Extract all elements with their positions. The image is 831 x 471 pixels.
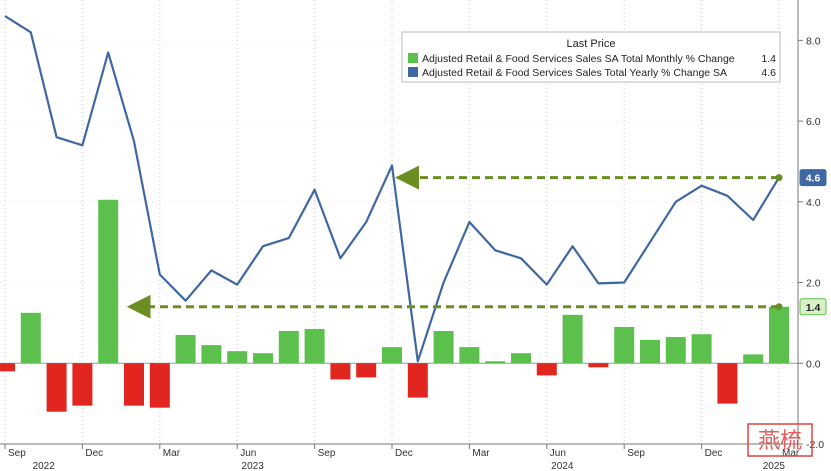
watermark-text: 燕梳 — [758, 428, 802, 453]
bar — [536, 363, 557, 376]
y-axis: -2.0 0.0 2.0 4.0 6.0 8.0 — [798, 35, 824, 451]
badge-label: 4.6 — [806, 173, 821, 185]
badge-box — [799, 298, 827, 316]
x-tick-label: Mar — [782, 448, 800, 459]
bar — [20, 312, 41, 364]
x-year-label: 2024 — [551, 461, 574, 471]
bar — [640, 339, 660, 364]
y-tick-label: 0.0 — [806, 358, 821, 370]
legend-label-yearly: Adjusted Retail & Food Services Sales To… — [422, 67, 727, 79]
bar — [304, 328, 325, 364]
x-year-label: 2025 — [763, 461, 786, 471]
monthly-change-bars — [0, 199, 789, 412]
x-year-label: 2022 — [33, 461, 56, 471]
bar — [511, 353, 531, 364]
bar — [691, 334, 712, 364]
annotation-dot — [775, 174, 783, 182]
legend: Last Price Adjusted Retail & Food Servic… — [401, 31, 781, 83]
legend-value-yearly: 4.6 — [761, 67, 776, 79]
badge-box — [799, 169, 827, 187]
x-tick-label: Dec — [395, 448, 413, 459]
x-tick-label: Sep — [8, 448, 26, 459]
x-tick-label: Dec — [705, 448, 723, 459]
legend-value-monthly: 1.4 — [761, 53, 776, 65]
badge-label: 1.4 — [806, 302, 821, 314]
bar — [459, 347, 480, 364]
bar — [330, 363, 351, 380]
legend-label-monthly: Adjusted Retail & Food Services Sales SA… — [422, 53, 735, 65]
y-tick-label: -2.0 — [806, 439, 824, 451]
y-tick-label: 2.0 — [806, 278, 821, 290]
bar — [769, 306, 789, 364]
y-tick-label: 4.0 — [806, 197, 821, 209]
bar — [433, 330, 454, 364]
bar — [227, 351, 248, 364]
x-axis: Sep Dec Mar Jun Sep Dec Mar Jun Sep Dec Mar 2022 202… — [4, 444, 800, 471]
annotation-dot — [775, 303, 783, 311]
bar — [175, 335, 196, 364]
bar — [201, 345, 222, 364]
bar — [356, 363, 377, 378]
y-tick-label: 6.0 — [806, 116, 821, 128]
legend-swatch-yearly — [408, 67, 418, 77]
bar — [124, 363, 144, 406]
x-tick-label: Jun — [550, 448, 566, 459]
bar — [407, 363, 428, 398]
bar — [98, 199, 119, 364]
x-tick-label: Mar — [163, 448, 181, 459]
yearly-change-line — [4, 15, 780, 363]
bar — [278, 330, 299, 364]
last-value-badges: 4.6 1.4 — [799, 169, 827, 316]
x-tick-label: Jun — [240, 448, 256, 459]
annotation-arrows — [126, 165, 783, 319]
bar — [614, 326, 635, 364]
watermark: 燕梳 — [747, 423, 813, 457]
bar — [665, 337, 686, 364]
bar — [485, 361, 506, 364]
bar — [46, 363, 67, 412]
bar — [562, 314, 583, 364]
bar — [149, 363, 170, 408]
bar — [717, 363, 738, 404]
legend-box — [401, 31, 781, 83]
legend-title: Last Price — [567, 38, 616, 50]
bar — [743, 354, 764, 364]
y-tick-label: 8.0 — [806, 35, 821, 47]
bar — [72, 363, 93, 406]
x-tick-label: Dec — [85, 448, 103, 459]
bar — [0, 363, 15, 372]
bar — [382, 347, 402, 364]
x-tick-label: Sep — [318, 448, 336, 459]
watermark-box — [747, 423, 813, 457]
x-tick-label: Sep — [627, 448, 645, 459]
bar — [588, 363, 609, 368]
x-tick-label: Mar — [472, 448, 490, 459]
x-year-label: 2023 — [242, 461, 265, 471]
bar — [253, 353, 273, 364]
legend-swatch-monthly — [408, 53, 418, 63]
